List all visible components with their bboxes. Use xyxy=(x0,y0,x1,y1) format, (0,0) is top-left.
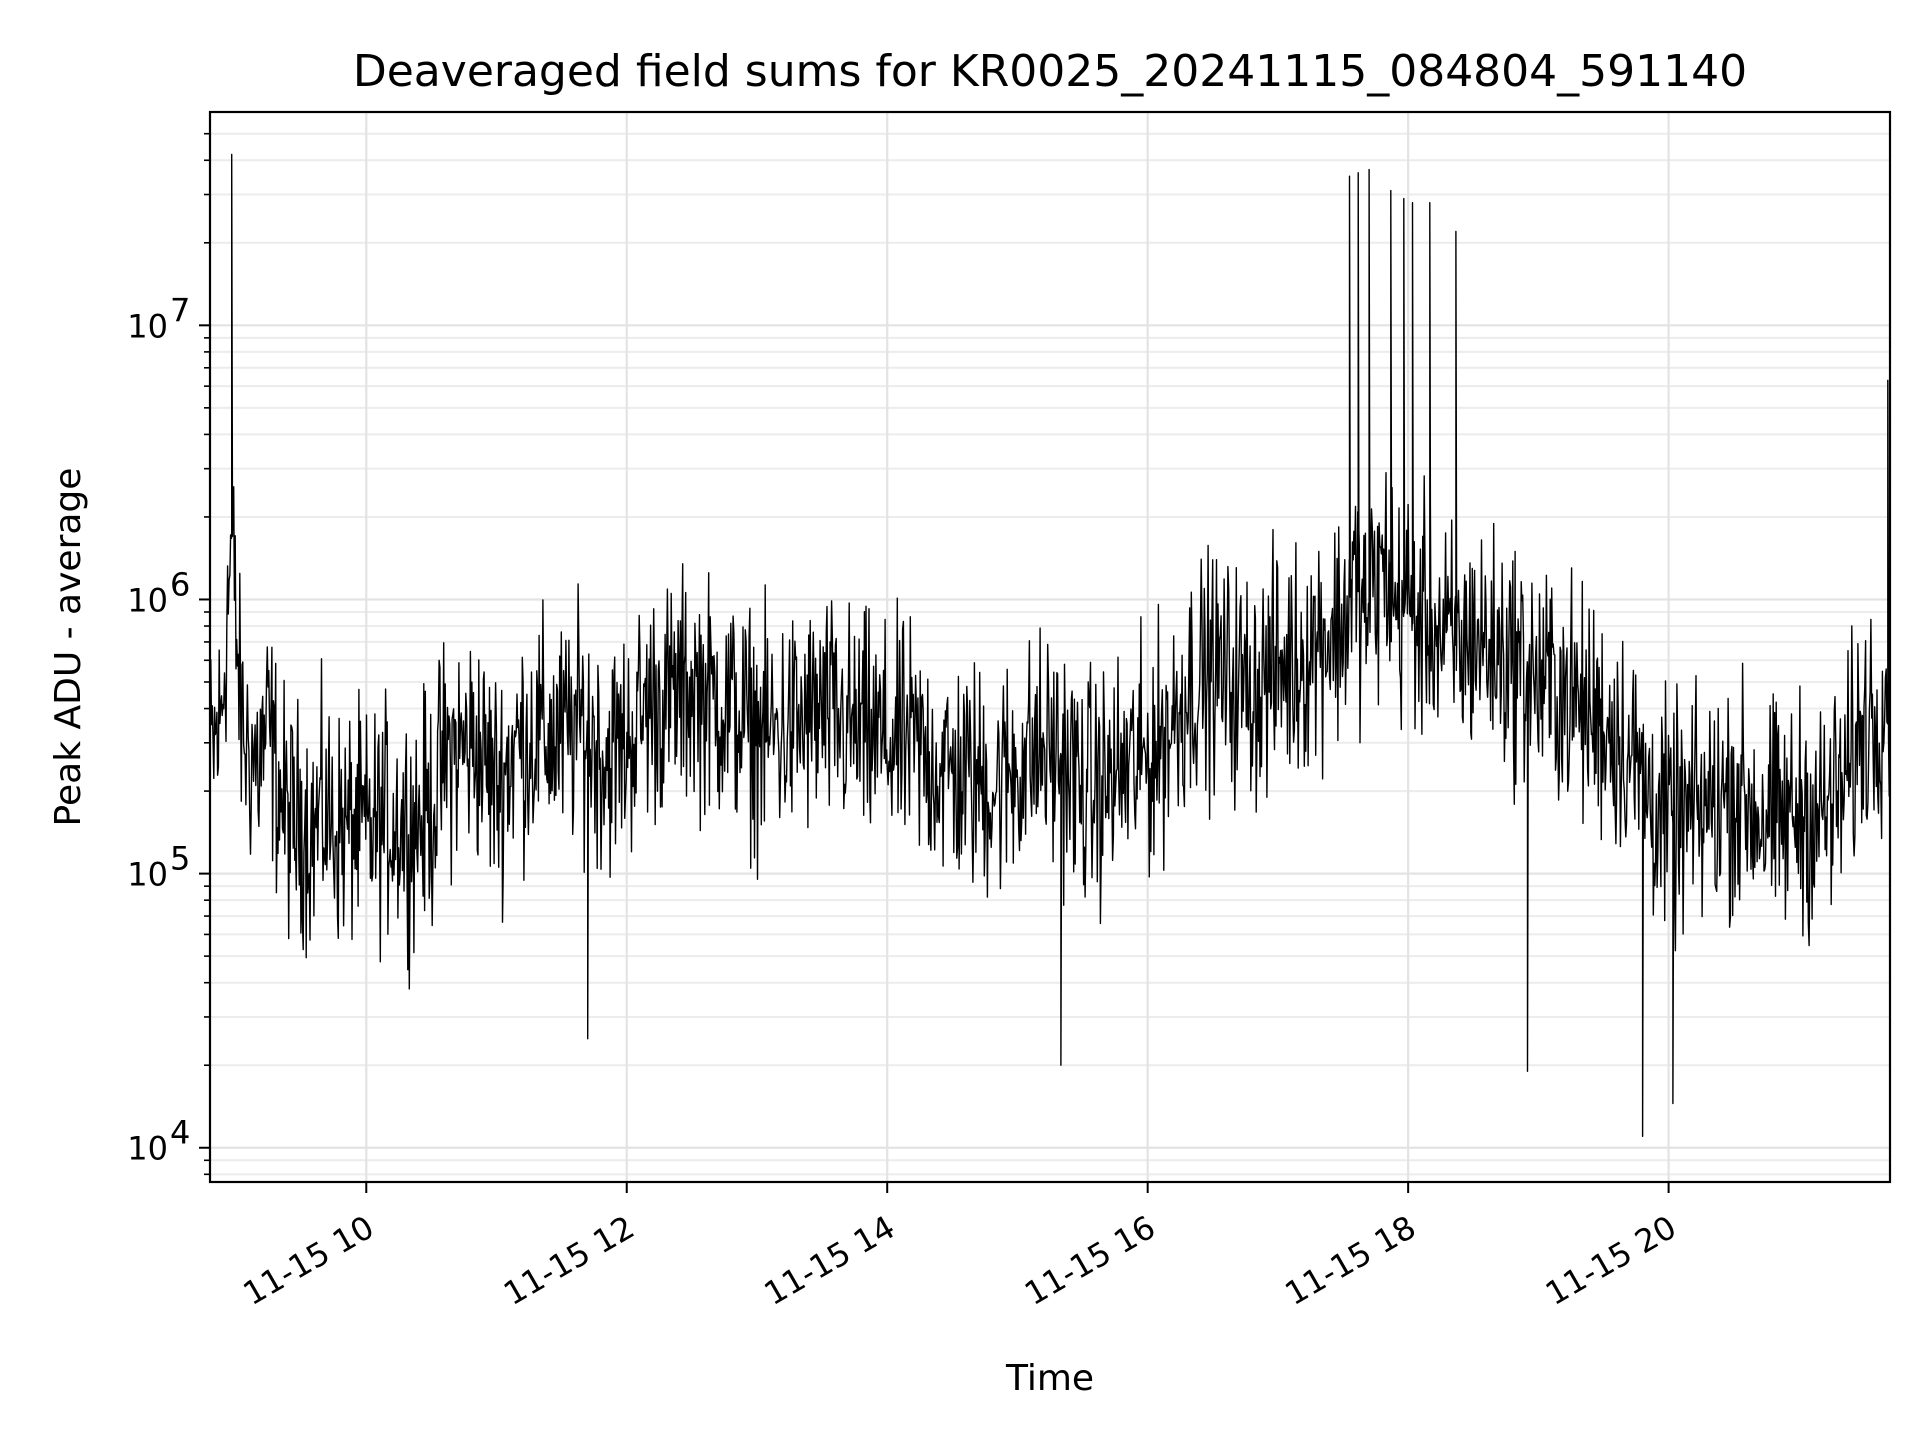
y-tick-label: 10 xyxy=(127,856,168,894)
y-tick-label: 10 xyxy=(127,1130,168,1168)
y-axis-title: Peak ADU - average xyxy=(48,468,89,827)
y-tick-exponent: 6 xyxy=(170,565,190,603)
y-tick-label: 10 xyxy=(127,307,168,345)
y-tick-exponent: 4 xyxy=(170,1114,190,1152)
chart-title: Deaveraged field sums for KR0025_2024111… xyxy=(353,46,1747,97)
grid xyxy=(210,112,1890,1182)
y-tick-exponent: 7 xyxy=(170,291,190,329)
series-line-path xyxy=(209,153,1891,1138)
plot-frame xyxy=(208,110,1892,1184)
y-tick-label: 10 xyxy=(127,581,168,619)
y-tick-exponent: 5 xyxy=(170,840,190,878)
x-axis-title: Time xyxy=(1005,1358,1094,1399)
series-line xyxy=(209,153,1891,1138)
